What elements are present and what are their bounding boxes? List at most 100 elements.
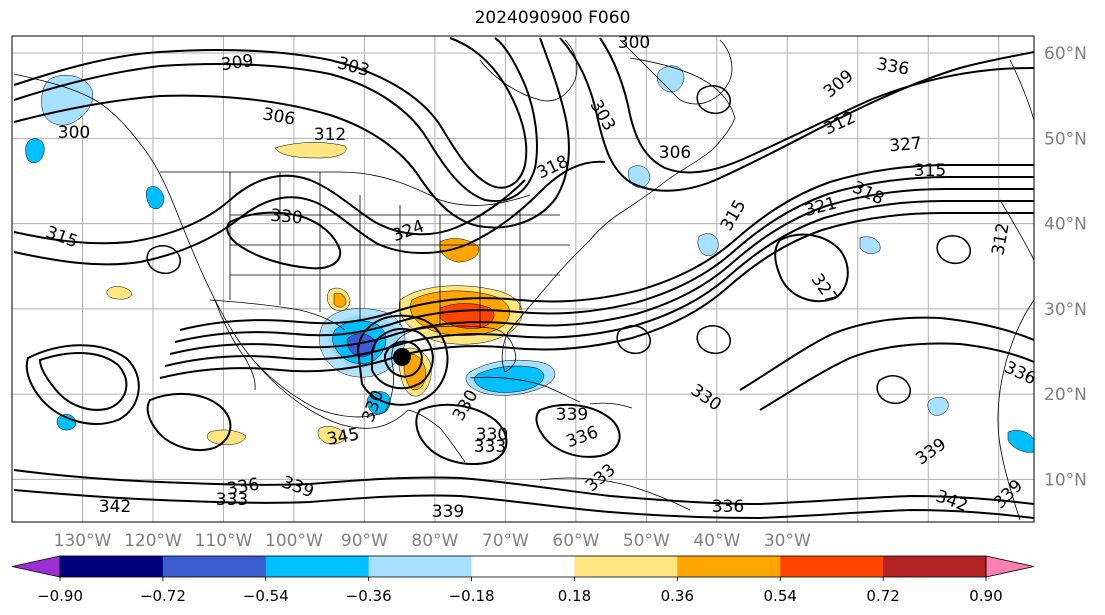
colorbar-bin <box>677 556 781 577</box>
contour-lines <box>13 37 1034 520</box>
colorbar-bin <box>471 556 575 577</box>
east-coast <box>507 117 736 333</box>
colorbar-tick-label: 0.90 <box>969 587 1002 605</box>
longitude-labels: 130°W 120°W 110°W 100°W 90°W 80°W 70°W 60°W 50°W… <box>54 531 811 551</box>
shading-blue-7 <box>657 65 685 93</box>
longitude-label: 70°W <box>482 531 529 551</box>
us-canada-border <box>159 171 531 206</box>
latitude-label: 50°N <box>1044 129 1087 149</box>
contour-312-east <box>599 37 1034 174</box>
contour-small-1 <box>696 325 731 354</box>
contour-south-2 <box>13 489 1034 520</box>
contour-hurricane-1 <box>384 340 423 378</box>
shading-alaska-2 <box>25 138 45 163</box>
contour-303 <box>13 37 538 203</box>
longitude-label: 120°W <box>124 531 182 551</box>
shading-yellow-4 <box>274 142 347 159</box>
colorbar-tick-label: 0.72 <box>866 587 899 605</box>
state-lines-2 <box>230 214 570 276</box>
colorbar-tick-label: −0.18 <box>449 587 495 605</box>
longitude-label: 40°W <box>693 531 740 551</box>
colorbar-frame <box>59 555 987 578</box>
latitude-label: 40°N <box>1044 215 1087 235</box>
contour-label: 300 <box>58 123 90 143</box>
contour-west-swirl-2 <box>25 344 140 425</box>
contour-jet-1 <box>179 163 1034 331</box>
shading-blue-13 <box>859 236 881 254</box>
colorbar-tick-label: −0.36 <box>346 587 392 605</box>
longitude-label: 50°W <box>623 531 670 551</box>
mexico-coast <box>254 361 466 463</box>
contour-label: 327 <box>889 134 923 157</box>
colorbar-bin <box>265 556 370 577</box>
colorbar-bin <box>574 556 678 577</box>
shading-yellow-7 <box>106 286 133 300</box>
colorbar-bin <box>368 556 473 577</box>
latitude-label: 10°N <box>1044 470 1087 490</box>
shading-blue-10 <box>56 414 77 431</box>
colorbar-bin <box>883 556 987 577</box>
colorbar: −0.90 −0.72 −0.54 −0.36 −0.18 0.18 0.36 0.54 0.7… <box>11 555 1035 605</box>
contour-330 <box>226 211 342 270</box>
contour-jet-5 <box>159 211 1034 379</box>
contour-small-5 <box>696 85 731 114</box>
contour-label: 333 <box>474 437 506 457</box>
contour-336-carib <box>535 403 621 458</box>
misc-small-contours <box>146 85 971 404</box>
shading-blue-6 <box>366 391 391 415</box>
contour-315 <box>13 174 526 245</box>
contour-label: 339 <box>432 502 464 522</box>
canada-coast <box>629 57 736 119</box>
gridlines <box>12 36 1034 522</box>
baja <box>214 299 256 391</box>
shading-blue-9 <box>1007 430 1034 453</box>
latitude-label: 60°N <box>1044 44 1087 64</box>
cuba <box>469 376 581 403</box>
colorbar-extend-min <box>11 555 61 578</box>
map-background <box>12 36 1034 522</box>
contour-label: 336 <box>712 497 744 517</box>
colorbar-extend-max <box>985 555 1035 578</box>
longitude-label: 60°W <box>552 531 599 551</box>
colorbar-bin <box>162 556 267 577</box>
longitude-label: 110°W <box>195 531 253 551</box>
contour-327-east <box>774 233 849 303</box>
contour-label: 300 <box>618 33 650 53</box>
contour-339-east <box>759 342 1034 411</box>
contour-small-3 <box>616 325 651 354</box>
contour-label: 312 <box>314 125 346 145</box>
hispaniola <box>589 402 633 409</box>
map-title: 2024090900 F060 <box>474 8 631 28</box>
contour-label: 333 <box>216 490 248 510</box>
gulf-coast <box>384 325 517 413</box>
colorbar-tick-label: −0.90 <box>37 587 83 605</box>
longitude-label: 130°W <box>54 531 112 551</box>
contour-330-carib <box>415 403 508 465</box>
contour-336-east <box>739 316 1034 391</box>
contour-318 <box>13 160 606 266</box>
contour-label: 330 <box>476 425 508 445</box>
latitude-labels: 10°N 20°N 30°N 40°N 50°N 60°N <box>1044 44 1087 490</box>
contour-hurricane-2 <box>371 327 434 390</box>
shading-blue-11 <box>697 233 719 256</box>
contour-label: 309 <box>220 51 255 75</box>
europe-coast <box>999 59 1034 261</box>
contour-label: 342 <box>99 497 131 517</box>
contour-306 <box>13 37 570 229</box>
contour-label: 330 <box>269 206 303 229</box>
longitude-label: 80°W <box>411 531 458 551</box>
latitude-label: 30°N <box>1044 300 1087 320</box>
north-america-west-coast <box>13 73 386 418</box>
longitude-label: 30°W <box>764 531 811 551</box>
colorbar-bin <box>780 556 884 577</box>
shading-alaska-3 <box>146 186 165 209</box>
contour-300 <box>13 37 528 189</box>
contour-label: 339 <box>556 405 588 425</box>
shading-blue-5 <box>474 365 544 393</box>
shading-orange-4 <box>333 292 347 308</box>
colorbar-tick-label: −0.72 <box>140 587 186 605</box>
shading-yellow-6 <box>317 426 347 445</box>
contour-west-swirl-3 <box>146 392 232 452</box>
